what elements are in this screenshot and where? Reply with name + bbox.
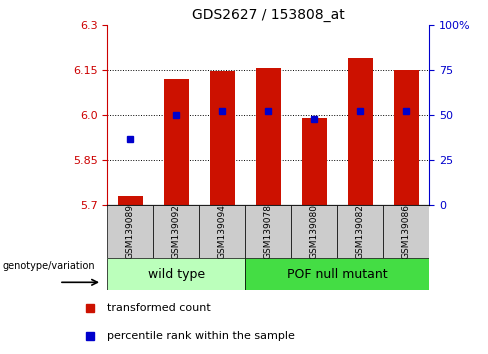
Bar <box>118 196 143 205</box>
Text: GSM139078: GSM139078 <box>264 204 273 259</box>
Bar <box>245 258 429 290</box>
Text: POF null mutant: POF null mutant <box>287 268 388 281</box>
Text: GSM139082: GSM139082 <box>356 204 365 259</box>
Bar <box>210 72 235 205</box>
Title: GDS2627 / 153808_at: GDS2627 / 153808_at <box>192 8 345 22</box>
Text: GSM139092: GSM139092 <box>172 204 181 259</box>
Text: genotype/variation: genotype/variation <box>2 261 95 272</box>
Bar <box>394 70 419 205</box>
Text: GSM139094: GSM139094 <box>218 204 227 259</box>
Text: wild type: wild type <box>148 268 205 281</box>
Bar <box>302 118 327 205</box>
Text: GSM139086: GSM139086 <box>402 204 411 259</box>
Bar <box>348 58 373 205</box>
Text: percentile rank within the sample: percentile rank within the sample <box>107 331 295 341</box>
Bar <box>245 205 291 258</box>
Bar <box>384 205 429 258</box>
Bar <box>107 258 245 290</box>
Bar <box>291 205 337 258</box>
Text: transformed count: transformed count <box>107 303 211 313</box>
Text: GSM139089: GSM139089 <box>126 204 135 259</box>
Bar <box>337 205 384 258</box>
Bar <box>107 205 153 258</box>
Bar <box>256 68 281 205</box>
Bar <box>200 205 245 258</box>
Text: GSM139080: GSM139080 <box>310 204 319 259</box>
Bar <box>153 205 200 258</box>
Bar <box>164 79 189 205</box>
